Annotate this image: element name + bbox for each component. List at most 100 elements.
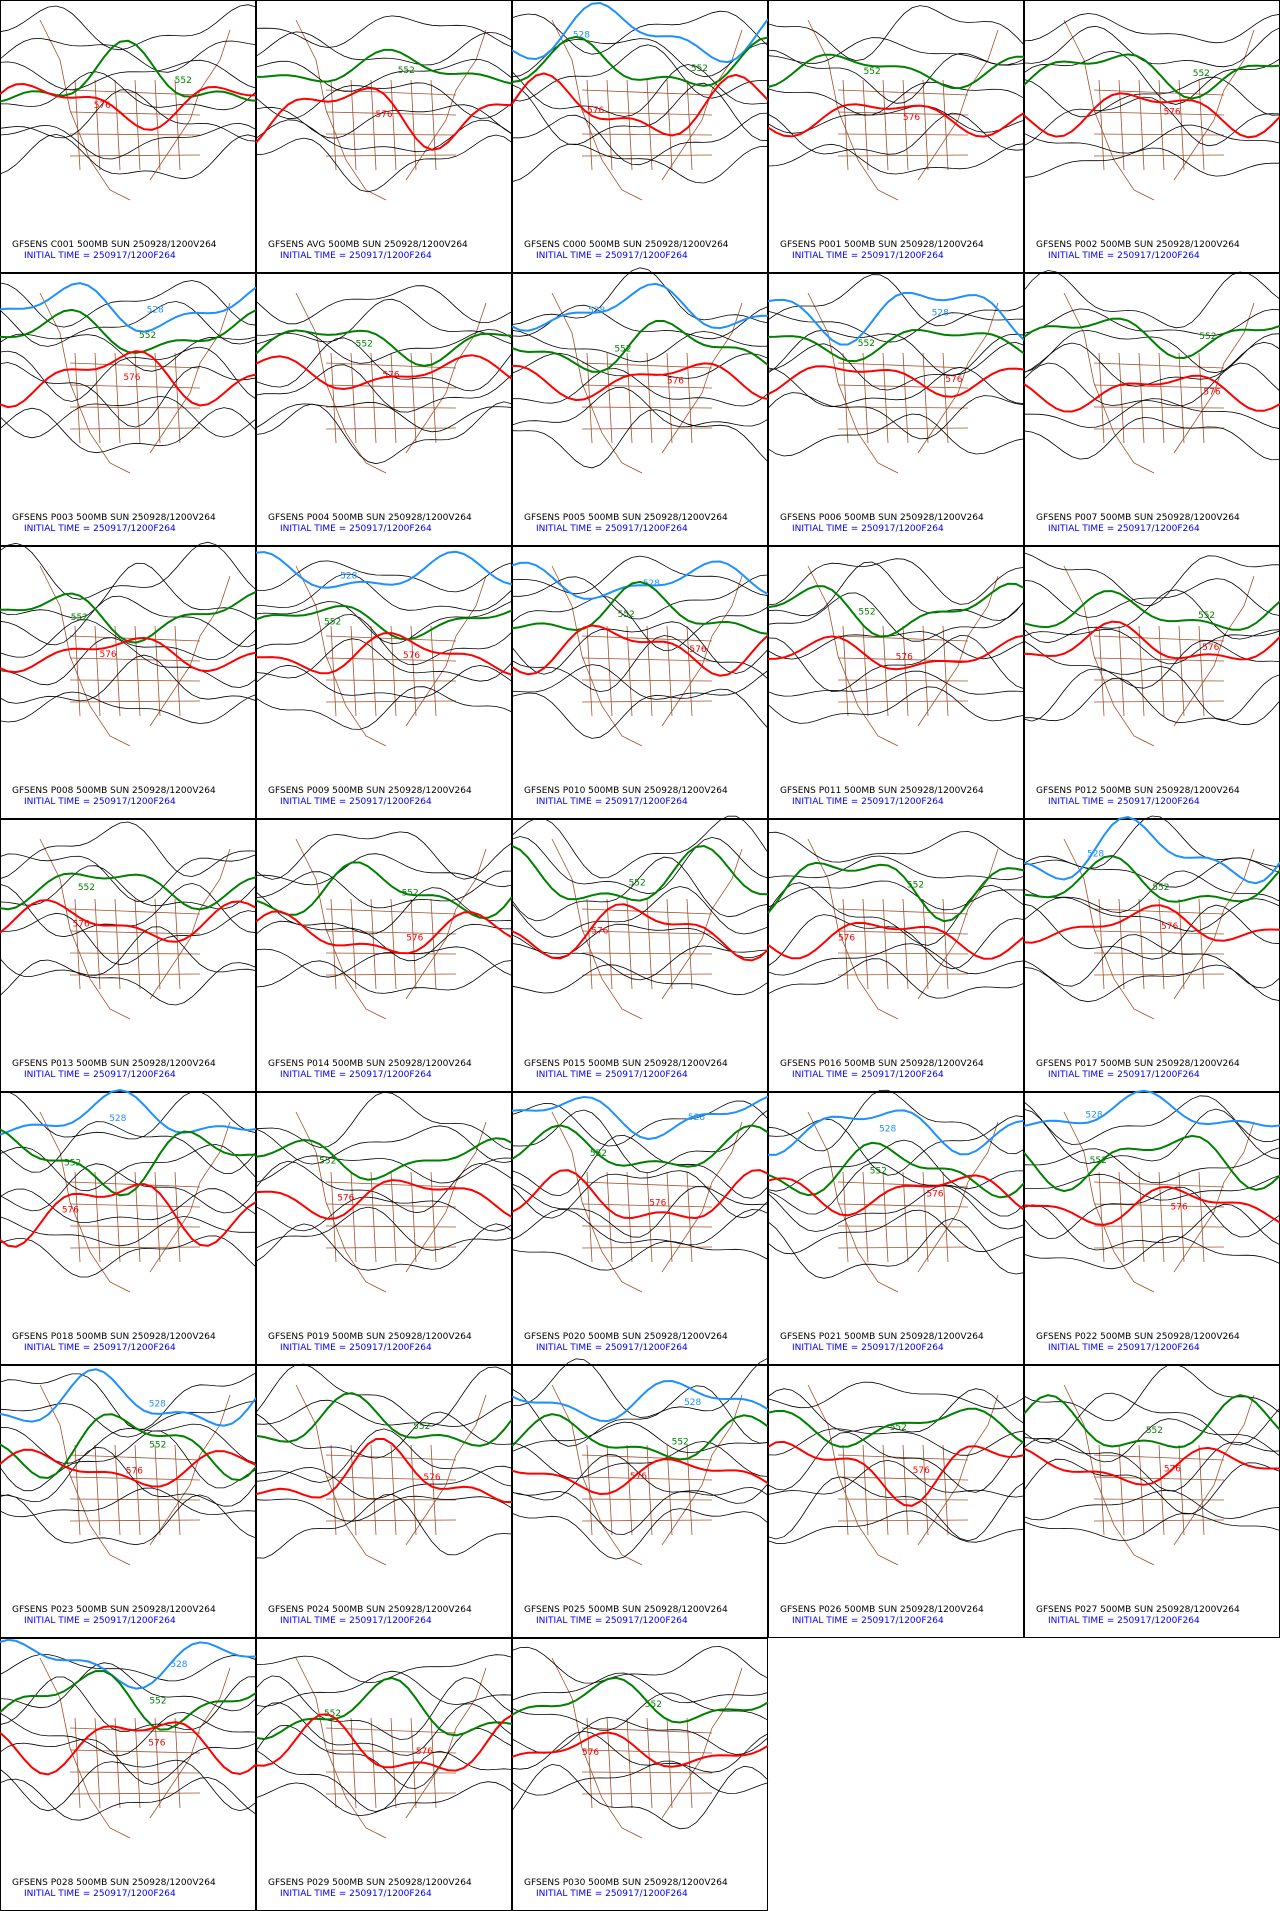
height-contour	[511, 44, 769, 102]
height-contour	[255, 853, 513, 888]
height-contour	[767, 310, 1025, 343]
height-contour	[255, 1160, 513, 1214]
state-line	[837, 154, 969, 157]
panel-label: GFSENS P030 500MB SUN 250928/1200V264	[524, 1878, 728, 1888]
panel-label: GFSENS P022 500MB SUN 250928/1200V264	[1036, 1332, 1240, 1342]
state-line	[862, 898, 869, 990]
contour-label: 552	[149, 1697, 166, 1707]
state-line	[325, 1727, 457, 1734]
level-contour	[255, 1392, 513, 1447]
panel-init-time: INITIAL TIME = 250917/1200F264	[792, 1616, 944, 1626]
height-contour	[0, 619, 257, 660]
height-contour	[511, 1453, 769, 1504]
height-contour	[0, 1759, 257, 1812]
height-contour	[1023, 308, 1280, 336]
map-panel: 552 576 GFSENS C001 500MB SUN 250928/1200V…	[0, 0, 257, 273]
height-contour	[255, 686, 513, 730]
panel-init-time: INITIAL TIME = 250917/1200F264	[24, 524, 176, 534]
height-contour	[767, 1162, 1025, 1217]
height-contour	[255, 1206, 513, 1251]
contour-label: 528	[573, 31, 590, 41]
contour-label: 552	[890, 1423, 907, 1433]
state-line	[626, 79, 633, 171]
state-line	[1093, 635, 1225, 642]
map-panel: 552 576 GFSENS P026 500MB SUN 250928/1200V…	[767, 1365, 1025, 1638]
state-line	[626, 352, 633, 444]
height-contour	[1023, 1418, 1280, 1463]
panel-border	[1024, 273, 1280, 546]
height-contour	[0, 926, 257, 977]
state-line	[94, 1171, 101, 1263]
panel-border	[256, 1365, 512, 1638]
state-line	[134, 352, 141, 444]
map-panel: 528 552 576 GFSENS C000 500MB SUN 250928/12…	[511, 0, 769, 273]
contour-label: 552	[870, 1167, 887, 1177]
state-line	[69, 952, 201, 955]
height-contour	[255, 1495, 513, 1522]
contour-label: 576	[148, 1738, 165, 1748]
contour-label: 552	[1193, 69, 1210, 79]
height-contour	[255, 337, 513, 392]
height-contour	[511, 386, 769, 428]
height-contour	[255, 560, 513, 593]
state-line	[646, 625, 653, 717]
height-contour	[511, 943, 769, 981]
height-contour	[1023, 1186, 1280, 1239]
state-line	[626, 898, 633, 990]
height-contour	[255, 638, 513, 682]
height-contour	[767, 5, 1025, 62]
state-line	[69, 908, 201, 915]
state-line	[1093, 1181, 1225, 1188]
contour-label: 552	[907, 881, 924, 891]
state-line	[134, 625, 141, 717]
state-line	[325, 1181, 457, 1188]
contour-label: 528	[684, 1398, 701, 1408]
state-line	[1093, 1203, 1225, 1208]
state-line	[350, 1717, 357, 1809]
state-line	[837, 1203, 969, 1208]
panel-border	[256, 0, 512, 273]
contour-label: 552	[858, 339, 875, 349]
map-panel: 528 552 576 GFSENS P018 500MB SUN 250928/12…	[0, 1088, 257, 1365]
state-line	[390, 79, 397, 171]
map-panel: 552 576 GFSENS P029 500MB SUN 250928/1200V…	[255, 1638, 513, 1911]
contour-label: 528	[340, 571, 357, 581]
panel-label: GFSENS P007 500MB SUN 250928/1200V264	[1036, 513, 1240, 523]
height-contour	[511, 688, 769, 739]
state-line	[1093, 908, 1225, 915]
level-contour	[1023, 854, 1280, 903]
height-contour	[0, 1494, 257, 1546]
panel-label: GFSENS P005 500MB SUN 250928/1200V264	[524, 513, 728, 523]
height-contour	[511, 1763, 769, 1830]
level-contour	[511, 580, 769, 635]
height-contour	[511, 1208, 769, 1246]
state-line	[837, 427, 969, 430]
state-line	[114, 79, 121, 171]
height-contour	[767, 1185, 1025, 1232]
panel-label: GFSENS P026 500MB SUN 250928/1200V264	[780, 1605, 984, 1615]
contour-label: 576	[896, 652, 913, 662]
panel-label: GFSENS P024 500MB SUN 250928/1200V264	[268, 1605, 472, 1615]
panel-init-time: INITIAL TIME = 250917/1200F264	[24, 1889, 176, 1899]
height-contour	[0, 1188, 257, 1223]
panel-border	[0, 273, 256, 546]
state-line	[69, 1246, 201, 1249]
state-line	[370, 352, 377, 444]
height-contour	[1023, 665, 1280, 722]
level-contour	[767, 1141, 1025, 1199]
height-contour	[255, 1670, 513, 1707]
height-contour	[767, 329, 1025, 377]
height-contour	[0, 1712, 257, 1757]
level-contour	[256, 632, 513, 676]
state-line	[1093, 1454, 1225, 1461]
state-line	[1138, 79, 1145, 171]
map-panel: 528 552 576 GFSENS P020 500MB SUN 250928/12…	[511, 1092, 769, 1365]
contour-label: 552	[858, 608, 875, 618]
height-contour	[767, 831, 1025, 863]
panel-init-time: INITIAL TIME = 250917/1200F264	[536, 1070, 688, 1080]
height-contour	[255, 1675, 513, 1740]
height-contour	[511, 1109, 769, 1174]
state-line	[325, 679, 457, 682]
state-line	[626, 1717, 633, 1809]
state-line	[837, 635, 969, 642]
